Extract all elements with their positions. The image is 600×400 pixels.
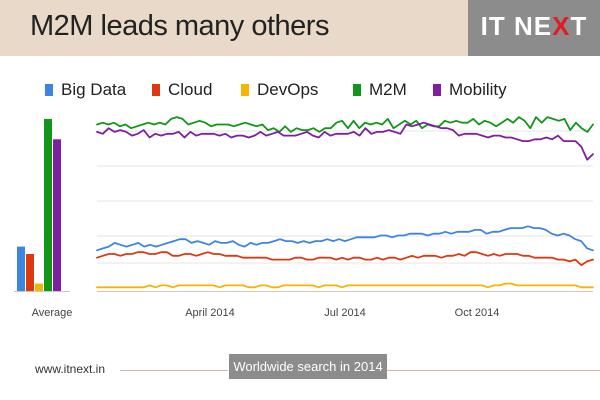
footer-divider-right	[387, 370, 600, 371]
x-tick-label: Jul 2014	[324, 307, 366, 319]
legend-label: Mobility	[449, 80, 507, 99]
logo-part-1: IT NE	[480, 11, 553, 41]
footer-divider	[120, 370, 228, 371]
logo-part-accent: X	[552, 11, 571, 41]
legend-swatch	[45, 84, 53, 96]
average-bar-mobility	[53, 139, 61, 291]
average-bar-cloud	[26, 254, 34, 291]
legend-swatch	[152, 84, 160, 96]
average-bar-big-data	[17, 246, 25, 291]
legend-swatch	[353, 84, 361, 96]
website-text: www.itnext.in	[35, 362, 106, 376]
logo-part-3: T	[570, 11, 588, 41]
series-line-mobility	[96, 121, 594, 161]
brand-logo: IT NEXT	[468, 0, 600, 56]
x-tick-label: Oct 2014	[455, 307, 500, 319]
legend-label: M2M	[369, 80, 407, 99]
trend-chart: Average April 2014 Jul 2014 Oct 2014	[14, 116, 594, 319]
page-title: M2M leads many others	[30, 10, 329, 42]
legend-swatch	[433, 84, 441, 96]
title-banner: M2M leads many others IT NEXT	[0, 0, 600, 56]
series-line-m2m	[96, 116, 594, 133]
legend-item: Big Data	[45, 78, 126, 102]
legend-item: DevOps	[241, 78, 318, 102]
series-line-devops	[96, 282, 594, 289]
legend-item: Cloud	[152, 78, 212, 102]
x-tick-label: April 2014	[185, 307, 235, 319]
legend-item: M2M	[353, 78, 407, 102]
footer-caption-box: Worldwide search in 2014	[229, 354, 387, 379]
chart-legend: Big Data Cloud DevOps M2M Mobility	[0, 78, 600, 102]
legend-label: Cloud	[168, 80, 213, 99]
average-bar-devops	[35, 283, 43, 291]
average-bar-m2m	[44, 118, 52, 291]
legend-swatch	[241, 84, 249, 96]
series-line-big-data	[96, 225, 594, 252]
brand-logo-text: IT NEXT	[468, 11, 600, 42]
legend-label: Big Data	[61, 80, 127, 99]
series-line-cloud	[96, 251, 594, 267]
legend-label: DevOps	[257, 80, 319, 99]
legend-item: Mobility	[433, 78, 507, 102]
footer-caption: Worldwide search in 2014	[233, 359, 383, 374]
average-label: Average	[32, 307, 73, 319]
